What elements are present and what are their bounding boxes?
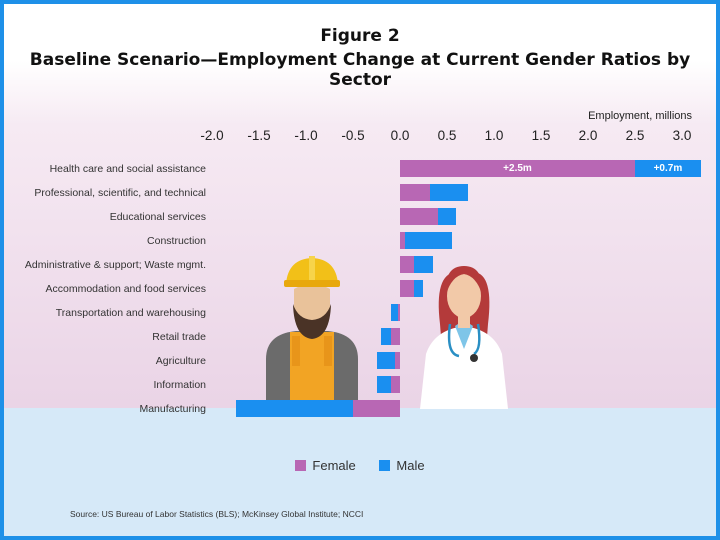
chart-subtitle: Baseline Scenario—Employment Change at C…	[29, 50, 691, 90]
legend-label-male: Male	[396, 458, 425, 473]
bar-female	[400, 256, 415, 273]
x-tick-label: 3.0	[672, 128, 692, 143]
bar-female	[400, 208, 438, 225]
bar-male	[414, 256, 433, 273]
bar-male	[404, 232, 452, 249]
category-label: Health care and social assistance	[49, 162, 206, 175]
x-tick-label: 2.0	[578, 128, 598, 143]
category-label: Accommodation and food services	[45, 282, 207, 295]
category-label: Educational services	[109, 210, 206, 223]
workers-illustration	[266, 256, 508, 409]
legend-item-female: Female	[295, 458, 356, 473]
data-label: +2.5m	[503, 163, 532, 174]
bar-female	[390, 376, 400, 393]
data-label: +0.7m	[653, 163, 683, 174]
legend: Female Male	[4, 458, 716, 473]
legend-item-male: Male	[379, 458, 425, 473]
x-axis-label: Employment, millions	[588, 110, 692, 122]
legend-background	[4, 408, 716, 536]
bar-male	[381, 328, 391, 345]
bar-male	[635, 160, 701, 177]
doctor-icon	[420, 266, 508, 409]
x-tick-label: -1.5	[247, 128, 271, 143]
figure-title: Figure 2	[320, 26, 400, 46]
legend-swatch-male	[379, 460, 391, 471]
x-tick-label: 1.5	[531, 128, 551, 143]
category-label: Professional, scientific, and technical	[34, 186, 206, 199]
category-label: Construction	[147, 234, 206, 247]
source-note: Source: US Bureau of Labor Statistics (B…	[70, 509, 364, 519]
x-tick-label: -0.5	[341, 128, 365, 143]
x-tick-label: 1.0	[484, 128, 504, 143]
construction-worker-icon	[266, 256, 358, 404]
category-label: Transportation and warehousing	[55, 306, 206, 319]
bar-male	[414, 280, 424, 297]
bar-female	[353, 400, 400, 417]
category-label: Agriculture	[155, 354, 206, 367]
x-tick-label: -1.0	[294, 128, 318, 143]
bar-male	[376, 352, 396, 369]
bar-male	[390, 304, 399, 321]
x-tick-label: 0.5	[437, 128, 457, 143]
x-tick-label: 0.0	[390, 128, 410, 143]
category-label: Retail trade	[152, 330, 206, 343]
bar-female	[400, 232, 405, 249]
category-label: Information	[153, 378, 206, 391]
category-label: Manufacturing	[139, 402, 206, 415]
bar-male	[376, 376, 391, 393]
legend-label-female: Female	[312, 458, 356, 473]
bar-male	[235, 400, 353, 417]
bar-female	[400, 184, 431, 201]
legend-swatch-female	[295, 460, 307, 471]
bar-female	[390, 328, 400, 345]
bar-female	[398, 304, 400, 321]
x-tick-label: 2.5	[625, 128, 645, 143]
chart-background	[4, 4, 716, 408]
bar-female	[395, 352, 400, 369]
bar-male	[430, 184, 468, 201]
category-label: Administrative & support; Waste mgmt.	[24, 258, 206, 271]
bar-female	[400, 160, 635, 177]
bar-female	[400, 280, 415, 297]
x-tick-label: -2.0	[200, 128, 224, 143]
bar-male	[437, 208, 457, 225]
